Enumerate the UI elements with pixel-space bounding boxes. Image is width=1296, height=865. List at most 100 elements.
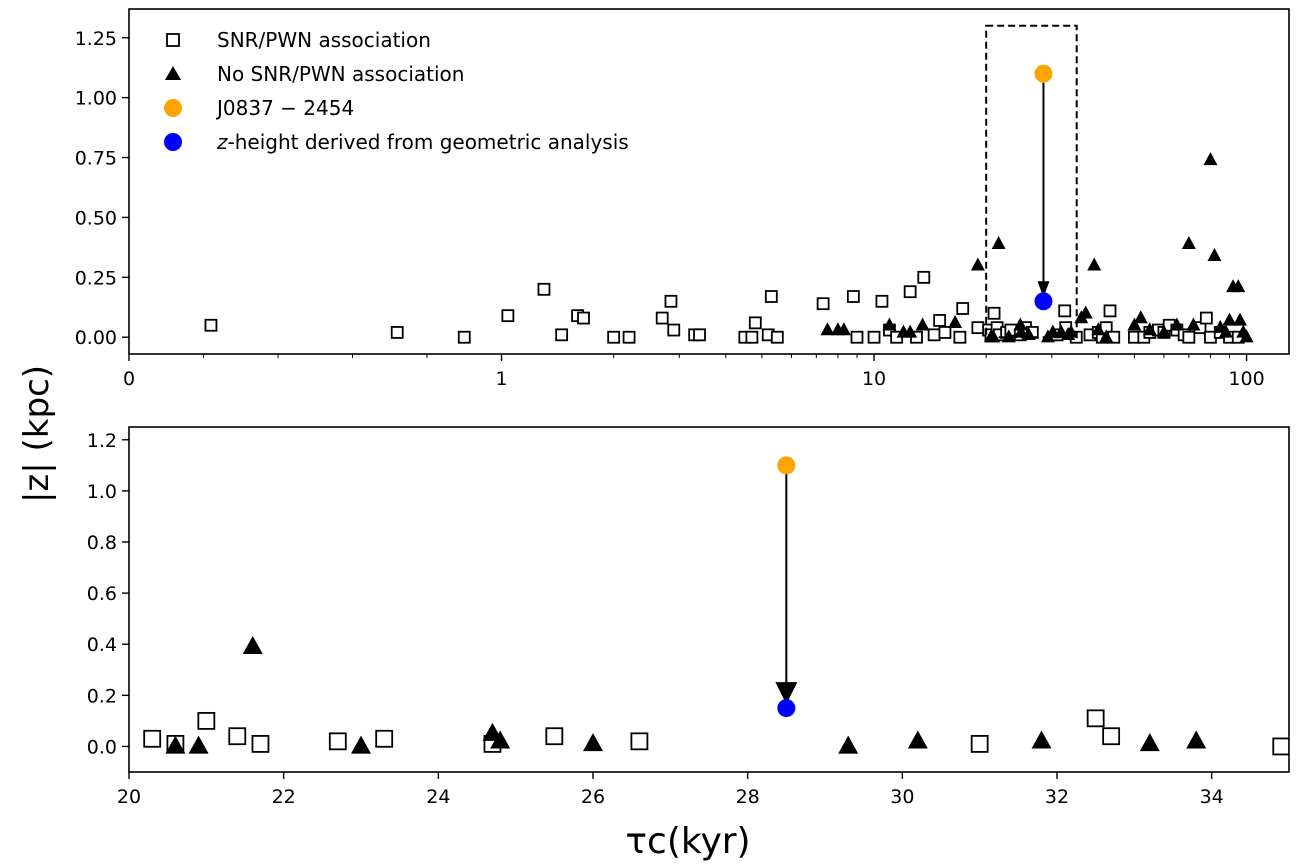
- snr-pwn-point: [927, 328, 941, 342]
- no-association-point: [1232, 312, 1247, 326]
- j0837-point: [1034, 64, 1053, 83]
- snr-pwn-point: [1102, 727, 1121, 746]
- snr-pwn-point: [850, 330, 864, 344]
- arrow-head: [775, 682, 798, 705]
- snr-pwn-point: [622, 330, 636, 344]
- snr-pwn-point: [607, 330, 621, 344]
- zoom-region-box: [985, 24, 1078, 339]
- y-tick-label: 0.50: [75, 207, 117, 229]
- x-tick-label: 1: [495, 368, 507, 390]
- snr-pwn-point: [667, 323, 681, 337]
- snr-pwn-point: [764, 290, 778, 303]
- legend-triangle-marker: [165, 66, 181, 80]
- snr-pwn-point: [545, 727, 564, 746]
- snr-pwn-point: [867, 330, 881, 344]
- snr-pwn-point: [1199, 311, 1213, 325]
- snr-pwn-point: [987, 306, 1001, 320]
- no-association-point: [1181, 235, 1196, 249]
- no-association-point: [1031, 730, 1052, 749]
- plot-area: [143, 456, 1289, 756]
- snr-pwn-point: [537, 282, 551, 296]
- x-tick-label: 26: [581, 786, 605, 808]
- no-association-point: [1013, 317, 1028, 331]
- legend-item: No SNR/PWN association: [165, 62, 464, 86]
- no-association-point: [836, 322, 851, 336]
- geometric-z-point: [777, 699, 796, 718]
- y-tick-label: 0.6: [87, 583, 117, 605]
- no-association-point: [1186, 317, 1201, 331]
- y-tick-label: 0.4: [87, 634, 117, 656]
- y-tick-label: 0.75: [75, 148, 117, 170]
- snr-pwn-point: [1058, 304, 1072, 318]
- geometric-z-point: [1034, 292, 1053, 311]
- legend-circle-marker: [164, 99, 182, 117]
- no-association-point: [820, 322, 835, 336]
- no-association-point: [907, 730, 928, 749]
- no-association-point: [165, 735, 186, 754]
- y-tick-label: 1.2: [87, 430, 117, 452]
- x-tick-label: 34: [1200, 786, 1224, 808]
- bottom-panel: 0.0 0.2 0.4 0.6 0.8 1.0 1.2 20 22 24 26 28 30 32 34: [87, 426, 1290, 808]
- no-association-point: [903, 324, 918, 338]
- y-tick-label: 0.0: [87, 736, 117, 758]
- no-association-point: [1222, 312, 1237, 326]
- no-association-point: [188, 735, 209, 754]
- no-association-point: [991, 235, 1006, 249]
- y-tick-label: 1.0: [87, 481, 117, 503]
- top-panel: 0.00 0.25 0.50 0.75 1.00 1.25 0 1 10 100 SNR/PWN a…: [75, 8, 1290, 390]
- snr-pwn-point: [251, 734, 270, 753]
- snr-pwn-point: [933, 314, 947, 327]
- snr-pwn-point: [501, 309, 515, 323]
- snr-pwn-point: [953, 330, 967, 344]
- no-association-point: [583, 733, 603, 752]
- snr-pwn-point: [228, 727, 247, 746]
- legend-item: SNR/PWN association: [166, 28, 431, 52]
- snr-pwn-point: [390, 326, 404, 339]
- no-association-point: [490, 730, 511, 749]
- no-association-point: [1127, 317, 1142, 331]
- no-association-point: [1231, 279, 1246, 293]
- no-association-point: [1207, 247, 1222, 261]
- snr-pwn-point: [664, 294, 678, 308]
- snr-pwn-point: [770, 330, 784, 344]
- x-tick-label: 22: [272, 786, 296, 808]
- plot-area: [204, 64, 1254, 344]
- snr-pwn-point: [1086, 709, 1105, 728]
- no-association-point: [882, 317, 897, 331]
- legend-label: No SNR/PWN association: [217, 62, 464, 86]
- snr-pwn-point: [197, 711, 216, 730]
- no-association-point: [986, 329, 1001, 343]
- snr-pwn-point: [748, 316, 762, 330]
- snr-pwn-point: [693, 328, 706, 342]
- no-association-point: [838, 735, 859, 754]
- legend-label: J0837 − 2454: [215, 96, 354, 120]
- legend-item: z-height derived from geometric analysis: [164, 130, 629, 154]
- no-association-point: [1133, 310, 1148, 324]
- snr-pwn-point: [938, 326, 952, 339]
- snr-pwn-point: [375, 729, 394, 748]
- y-tick-label: 1.25: [75, 28, 117, 50]
- no-association-point: [1099, 329, 1114, 343]
- y-tick-label: 0.00: [75, 327, 117, 349]
- legend-label: z-height derived from geometric analysis: [216, 130, 629, 154]
- y-tick-label: 0.2: [87, 685, 117, 707]
- no-association-point: [1091, 322, 1106, 336]
- no-association-point: [970, 257, 985, 271]
- snr-pwn-point: [875, 294, 889, 308]
- snr-pwn-point: [1182, 330, 1196, 344]
- snr-pwn-point: [846, 290, 860, 303]
- snr-pwn-point: [328, 732, 347, 751]
- axes-frame: [128, 426, 1290, 773]
- x-axis-label: τc(kyr): [625, 821, 750, 862]
- snr-pwn-point: [577, 311, 590, 325]
- y-tick-label: 1.00: [75, 88, 117, 110]
- legend-circle-marker: [164, 133, 182, 151]
- legend-label: SNR/PWN association: [217, 28, 431, 52]
- no-association-point: [915, 317, 930, 331]
- legend-item: J0837 − 2454: [164, 96, 354, 120]
- x-tick-label: 20: [117, 786, 141, 808]
- axes-frame: [128, 8, 1290, 355]
- snr-pwn-point: [655, 311, 669, 325]
- snr-pwn-point: [970, 734, 989, 753]
